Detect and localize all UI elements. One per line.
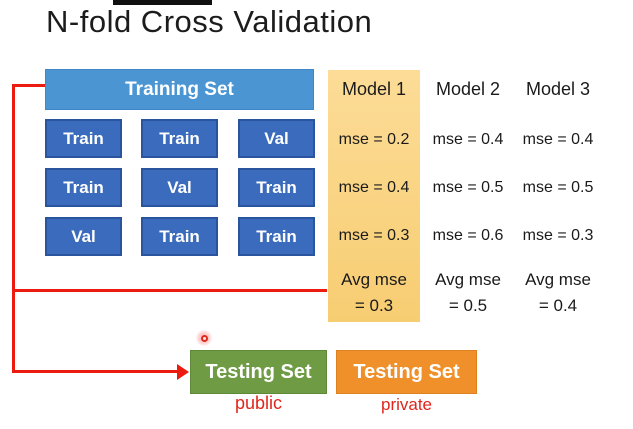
model-2-title: Model 2 xyxy=(435,79,501,99)
avg-mse-label: Avg mse xyxy=(525,270,591,289)
cropped-top-bar xyxy=(113,0,212,5)
testing-set-public-box: Testing Set xyxy=(190,350,327,394)
avg-mse-label: Avg mse xyxy=(435,270,501,289)
model-3-avg-mse: Avg mse = 0.4 xyxy=(512,267,604,319)
avg-mse-value: = 0.5 xyxy=(448,296,488,315)
model-2-avg-mse: Avg mse = 0.5 xyxy=(422,267,514,319)
fold-cell: Val xyxy=(141,168,218,207)
private-label: private xyxy=(380,395,433,414)
training-set-header: Training Set xyxy=(45,69,314,110)
model-2-mse-fold-3: mse = 0.6 xyxy=(432,227,504,244)
model1-highlight-panel xyxy=(328,70,420,322)
model-1-mse-fold-1: mse = 0.2 xyxy=(338,131,410,148)
fold-cell: Train xyxy=(141,217,218,256)
avg-mse-value: = 0.3 xyxy=(354,296,394,315)
fold-cell: Train xyxy=(45,119,122,158)
laser-pointer-dot xyxy=(196,330,212,346)
model-2-mse-fold-2: mse = 0.5 xyxy=(432,179,504,196)
avg-mse-value: = 0.4 xyxy=(538,296,578,315)
model-1-mse-fold-2: mse = 0.4 xyxy=(338,179,410,196)
connector-to-avg-mse xyxy=(12,289,327,292)
avg-mse-label: Avg mse xyxy=(341,270,407,289)
model-1-mse-fold-3: mse = 0.3 xyxy=(338,227,410,244)
slide-title: N-fold Cross Validation xyxy=(46,4,373,39)
fold-cell: Val xyxy=(45,217,122,256)
laser-pointer-core xyxy=(200,334,208,342)
fold-cell: Train xyxy=(45,168,122,207)
model-3-title: Model 3 xyxy=(525,79,591,99)
model-2-mse-fold-1: mse = 0.4 xyxy=(432,131,504,148)
fold-cell: Train xyxy=(141,119,218,158)
fold-cell: Val xyxy=(238,119,315,158)
model-1-title: Model 1 xyxy=(341,79,407,99)
connector-vertical-line xyxy=(12,84,15,373)
model-3-mse-fold-3: mse = 0.3 xyxy=(522,227,594,244)
connector-to-testing-set xyxy=(12,370,178,373)
model-1-avg-mse: Avg mse = 0.3 xyxy=(328,267,420,319)
public-label: public xyxy=(234,393,283,413)
model-3-mse-fold-1: mse = 0.4 xyxy=(522,131,594,148)
connector-to-training-set xyxy=(12,84,46,87)
arrowhead-icon xyxy=(177,364,189,380)
fold-cell: Train xyxy=(238,217,315,256)
testing-set-private-box: Testing Set xyxy=(336,350,477,394)
fold-cell: Train xyxy=(238,168,315,207)
model-3-mse-fold-2: mse = 0.5 xyxy=(522,179,594,196)
